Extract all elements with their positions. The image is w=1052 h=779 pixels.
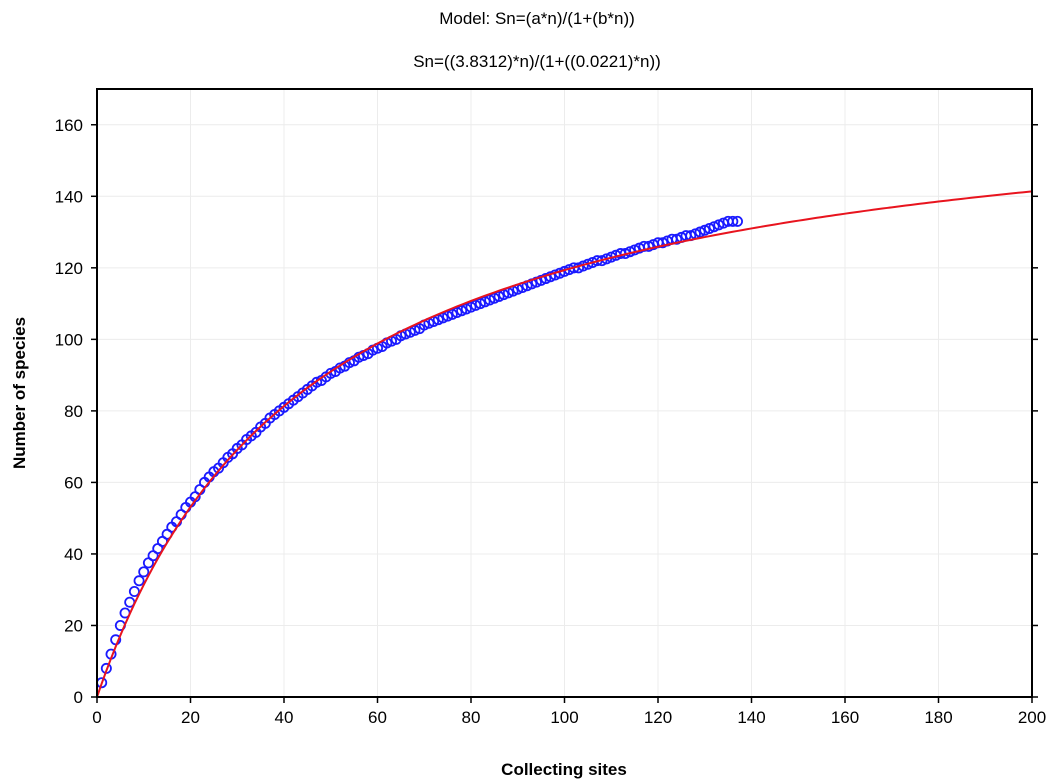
y-tick-label: 0	[74, 688, 83, 707]
data-point	[727, 215, 739, 227]
x-tick-label: 60	[368, 708, 387, 727]
y-tick-label: 160	[55, 116, 83, 135]
x-tick-label: 0	[92, 708, 101, 727]
x-tick-label: 80	[462, 708, 481, 727]
x-tick-label: 140	[737, 708, 765, 727]
y-tick-label: 60	[64, 473, 83, 492]
data-point	[128, 585, 140, 597]
x-tick-label: 180	[924, 708, 952, 727]
axis-ticks: 0 20 40 60 80 100 120 140 160 180 200 0 20 40 60 80 100 1…	[55, 116, 1047, 727]
x-tick-label: 100	[550, 708, 578, 727]
plot-area	[96, 190, 1033, 698]
x-tick-label: 160	[831, 708, 859, 727]
grid	[96, 89, 1033, 698]
x-tick-label: 40	[275, 708, 294, 727]
x-axis-label: Collecting sites	[501, 760, 627, 779]
y-tick-label: 40	[64, 545, 83, 564]
chart-subtitle: Sn=((3.8312)*n)/(1+((0.0221)*n))	[413, 52, 661, 71]
y-tick-label: 120	[55, 259, 83, 278]
x-tick-label: 120	[644, 708, 672, 727]
y-tick-label: 20	[64, 616, 83, 635]
y-tick-label: 140	[55, 187, 83, 206]
data-point	[731, 215, 743, 227]
plot-frame	[96, 88, 1033, 698]
y-tick-label: 80	[64, 402, 83, 421]
data-point	[133, 575, 145, 587]
model-curve	[96, 190, 1033, 698]
data-point	[138, 566, 150, 578]
y-tick-label: 100	[55, 330, 83, 349]
x-tick-label: 20	[181, 708, 200, 727]
chart-title: Model: Sn=(a*n)/(1+(b*n))	[439, 9, 635, 28]
x-tick-label: 200	[1018, 708, 1046, 727]
y-axis-label: Number of species	[10, 317, 29, 469]
